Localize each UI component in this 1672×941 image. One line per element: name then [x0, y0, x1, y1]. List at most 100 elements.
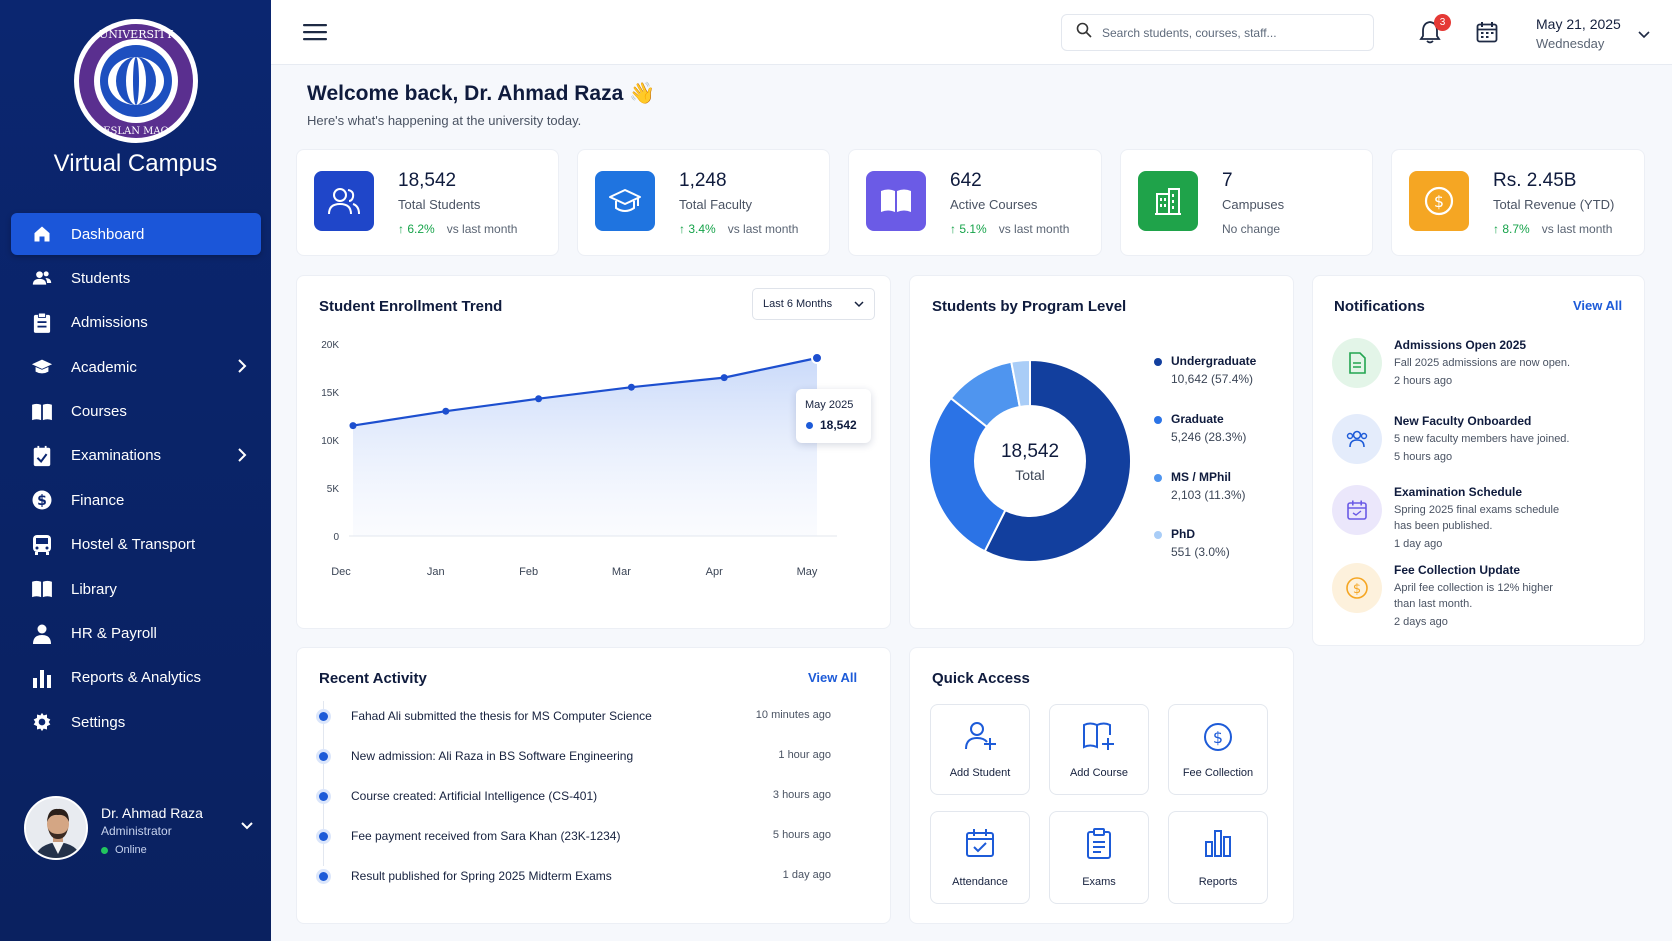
- notification-desc: Spring 2025 final exams schedule has bee…: [1394, 504, 1560, 532]
- activity-item[interactable]: Fee payment received from Sara Khan (23K…: [319, 827, 831, 847]
- sidebar-item-library[interactable]: Library: [11, 568, 261, 610]
- sidebar-item-students[interactable]: Students: [11, 257, 261, 299]
- notifications-view-all-link[interactable]: View All: [1573, 298, 1623, 313]
- x-tick-label: Mar: [612, 566, 631, 578]
- stat-value: 7: [1222, 170, 1233, 191]
- range-select-value: Last 6 Months: [763, 298, 833, 310]
- sidebar-item-hostel-transport[interactable]: Hostel & Transport: [11, 524, 261, 566]
- hamburger-menu-icon[interactable]: [303, 22, 327, 47]
- sidebar-item-reports-analytics[interactable]: Reports & Analytics: [11, 657, 261, 699]
- user-profile[interactable]: Dr. Ahmad Raza Administrator Online: [24, 796, 254, 864]
- stat-trend-value: 6.2%: [407, 222, 435, 236]
- stat-card-revenue[interactable]: $ Rs. 2.45B Total Revenue (YTD) ↑ 8.7% vs…: [1391, 149, 1645, 256]
- activity-item[interactable]: New admission: Ali Raza in BS Software E…: [319, 747, 831, 767]
- activity-view-all-link[interactable]: View All: [808, 670, 858, 685]
- quick-access-label: Add Student: [949, 767, 1011, 779]
- program-level-card: Students by Program Level 18,542 Total U…: [909, 275, 1294, 629]
- calendar-icon[interactable]: [1476, 21, 1498, 48]
- stat-card-faculty[interactable]: 1,248 Total Faculty ↑ 3.4% vs last month: [577, 149, 830, 256]
- quick-access-add-course[interactable]: Add Course: [1049, 704, 1149, 795]
- stat-trend-text: vs last month: [998, 222, 1070, 236]
- enrollment-trend-card: Student Enrollment Trend Last 6 Months 0…: [296, 275, 891, 629]
- sidebar-item-dashboard[interactable]: Dashboard: [11, 213, 261, 255]
- sidebar-item-academic[interactable]: Academic: [11, 346, 261, 388]
- card-title: Students by Program Level: [932, 298, 1127, 315]
- notification-title: New Faculty Onboarded: [1394, 414, 1532, 428]
- quick-access-attendance[interactable]: Attendance: [930, 811, 1030, 904]
- stat-trend-value: 8.7%: [1502, 222, 1530, 236]
- add-book-icon: [1050, 721, 1148, 751]
- quick-access-fee-collection[interactable]: $ Fee Collection: [1168, 704, 1268, 795]
- stat-card-campuses[interactable]: 7 Campuses No change: [1120, 149, 1373, 256]
- legend-dot: [1154, 474, 1162, 482]
- card-title: Quick Access: [932, 670, 1030, 687]
- sidebar: UNIVERSITY ESLAN MAO Virtual Campus Dash…: [0, 0, 271, 941]
- quick-access-add-student[interactable]: Add Student: [930, 704, 1030, 795]
- legend-dot: [1154, 358, 1162, 366]
- stat-trend: ↑ 6.2% vs last month: [398, 222, 517, 236]
- sidebar-item-hr-payroll[interactable]: HR & Payroll: [11, 613, 261, 655]
- stat-trend-value: 5.1%: [959, 222, 987, 236]
- building-icon: [1138, 171, 1198, 231]
- trend-up-icon: ↑ 8.7%: [1493, 222, 1530, 236]
- book-open-icon: [866, 171, 926, 231]
- graduation-cap-icon: [31, 356, 53, 378]
- data-point: [627, 383, 635, 391]
- sidebar-item-label: Courses: [71, 403, 127, 421]
- sidebar-item-settings[interactable]: Settings: [11, 701, 261, 743]
- bus-icon: [31, 534, 53, 556]
- sidebar-item-label: Academic: [71, 358, 137, 376]
- sidebar-item-examinations[interactable]: Examinations: [11, 435, 261, 477]
- legend-value: 2,103 (11.3%): [1171, 488, 1246, 502]
- timeline-dot: [319, 832, 328, 841]
- stat-card-courses[interactable]: 642 Active Courses ↑ 5.1% vs last month: [848, 149, 1102, 256]
- svg-text:$: $: [1213, 728, 1223, 747]
- data-point: [811, 351, 823, 364]
- program-donut-chart: [928, 358, 1132, 563]
- activity-item[interactable]: Result published for Spring 2025 Midterm…: [319, 867, 831, 887]
- chart-tooltip: May 2025 18,542: [796, 389, 871, 443]
- sidebar-item-finance[interactable]: $ Finance: [11, 479, 261, 521]
- legend-name: Undergraduate: [1171, 354, 1257, 368]
- legend-value: 551 (3.0%): [1171, 545, 1230, 559]
- stat-card-students[interactable]: 18,542 Total Students ↑ 6.2% vs last mont…: [296, 149, 559, 256]
- quick-access-label: Reports: [1198, 876, 1238, 888]
- x-tick-label: Apr: [706, 566, 723, 578]
- donut-center-value: 18,542: [1000, 441, 1060, 462]
- y-tick-label: 20K: [321, 340, 339, 351]
- bar-chart-icon: [31, 667, 53, 689]
- user-name: Dr. Ahmad Raza: [101, 805, 203, 821]
- chevron-down-icon[interactable]: [1638, 26, 1650, 44]
- x-tick-label: Feb: [519, 566, 538, 578]
- calendar-check-icon: [931, 828, 1029, 858]
- svg-text:UNIVERSITY: UNIVERSITY: [99, 28, 174, 41]
- welcome-title: Welcome back, Dr. Ahmad Raza 👋: [307, 82, 656, 105]
- notification-title: Fee Collection Update: [1394, 563, 1521, 577]
- stat-label: Campuses: [1222, 197, 1285, 212]
- range-select[interactable]: Last 6 Months: [752, 288, 875, 320]
- quick-access-reports[interactable]: Reports: [1168, 811, 1268, 904]
- stat-label: Total Students: [398, 197, 481, 212]
- legend-value: 5,246 (28.3%): [1171, 430, 1247, 444]
- trend-up-icon: ↑ 5.1%: [950, 222, 987, 236]
- activity-item[interactable]: Course created: Artificial Intelligence …: [319, 787, 831, 807]
- gear-icon: [31, 711, 53, 733]
- activity-item[interactable]: Fahad Ali submitted the thesis for MS Co…: [319, 707, 831, 727]
- bar-chart-icon: [1169, 828, 1267, 858]
- quick-access-exams[interactable]: Exams: [1049, 811, 1149, 904]
- data-point: [442, 407, 450, 415]
- search-input[interactable]: [1102, 25, 1362, 40]
- dollar-icon: $: [31, 489, 53, 511]
- users-icon: [31, 267, 53, 289]
- sidebar-item-label: Examinations: [71, 447, 162, 465]
- activity-time: 10 minutes ago: [755, 709, 831, 721]
- stat-label: Total Revenue (YTD): [1493, 197, 1615, 212]
- user-role: Administrator: [101, 824, 172, 838]
- stat-label: Total Faculty: [679, 197, 752, 212]
- legend-dot: [1154, 416, 1162, 424]
- sidebar-item-label: Finance: [71, 491, 125, 509]
- sidebar-item-admissions[interactable]: Admissions: [11, 302, 261, 344]
- chevron-down-icon[interactable]: [240, 818, 254, 836]
- sidebar-item-courses[interactable]: Courses: [11, 391, 261, 433]
- data-point: [349, 422, 357, 430]
